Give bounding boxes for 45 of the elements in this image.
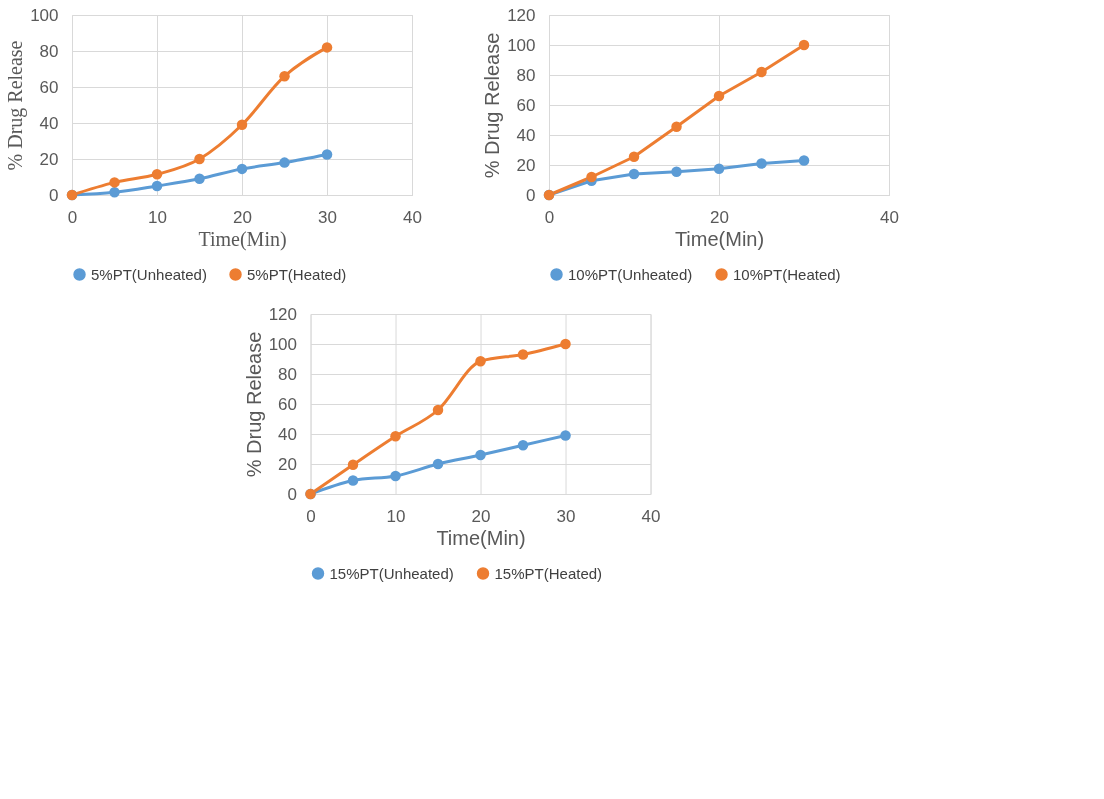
x-tick-label: 0: [67, 207, 78, 227]
y-tick-label: 80: [278, 364, 298, 384]
y-tick-label: 80: [39, 41, 59, 61]
y-tick-label: 120: [268, 304, 298, 324]
x-tick-label: 10: [148, 207, 167, 227]
y-tick-label: 100: [507, 35, 536, 55]
x-tick-label: 20: [233, 207, 252, 227]
y-tick-label: 100: [268, 334, 298, 354]
y-tick-label: 20: [278, 454, 298, 474]
x-tick-label: 0: [306, 506, 316, 526]
y-tick-label: 40: [516, 125, 536, 145]
y-tick-label: 0: [287, 484, 298, 504]
x-tick-label: 0: [544, 207, 555, 227]
y-tick-label: 60: [39, 77, 59, 97]
x-tick-label: 30: [318, 207, 337, 227]
y-tick-label: 100: [30, 5, 59, 25]
x-axis-title: Time(Min): [674, 227, 765, 250]
y-tick-label: 0: [526, 185, 536, 205]
x-tick-label: 40: [641, 506, 661, 526]
legend-label: 5%PT(Heated): [247, 265, 347, 283]
y-axis-title: % Drug Release: [481, 32, 504, 179]
x-tick-label: 30: [556, 506, 576, 526]
y-tick-label: 120: [507, 5, 536, 25]
y-tick-label: 20: [516, 155, 536, 175]
y-axis-title: % Drug Release: [4, 40, 28, 171]
y-tick-label: 80: [516, 65, 536, 85]
x-tick-label: 40: [403, 207, 422, 227]
y-tick-label: 20: [39, 149, 59, 169]
x-tick-label: 10: [386, 506, 406, 526]
y-tick-label: 60: [278, 394, 298, 414]
legend-label: 10%PT(Unheated): [568, 265, 693, 283]
legend-label: 15%PT(Unheated): [329, 564, 454, 582]
y-axis-title: % Drug Release: [242, 331, 265, 478]
x-tick-label: 20: [471, 506, 491, 526]
y-tick-label: 0: [49, 185, 59, 205]
legend-label: 5%PT(Unheated): [91, 265, 207, 283]
legend-label: 10%PT(Heated): [733, 265, 841, 283]
x-axis-title: Time(Min): [198, 227, 287, 251]
x-axis-title: Time(Min): [436, 526, 526, 549]
legend-label: 15%PT(Heated): [494, 564, 603, 582]
y-tick-label: 40: [278, 424, 298, 444]
x-tick-label: 20: [710, 207, 729, 227]
x-tick-label: 40: [880, 207, 899, 227]
y-tick-label: 40: [39, 113, 59, 133]
y-tick-label: 60: [516, 95, 536, 115]
